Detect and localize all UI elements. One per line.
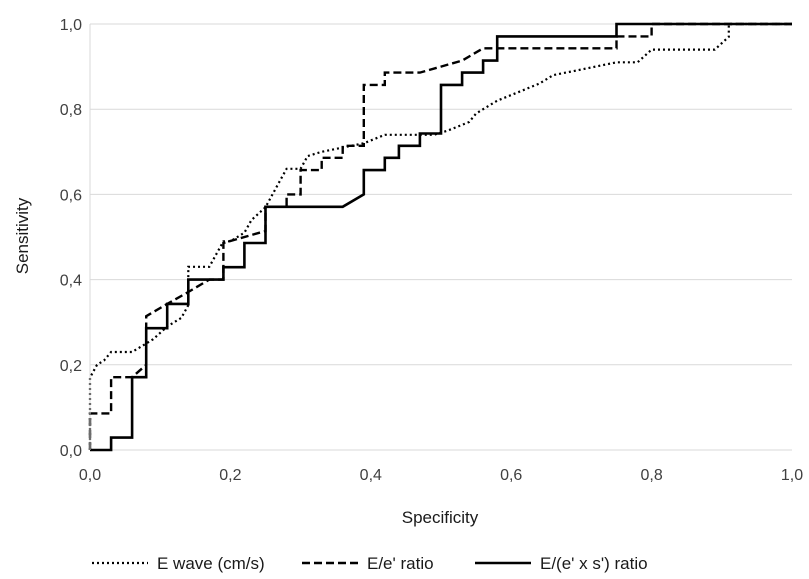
y-tick-label: 0,2 xyxy=(60,358,82,375)
x-tick-label: 0,8 xyxy=(640,467,662,484)
series-line-solid xyxy=(90,22,792,452)
y-axis-title: Sensitivity xyxy=(13,197,32,274)
legend-label: E/(e' x s') ratio xyxy=(540,554,648,573)
legend-label: E/e' ratio xyxy=(367,554,434,573)
x-tick-label: 0,4 xyxy=(360,467,382,484)
series-line-dashed xyxy=(88,22,792,450)
x-tick-label: 0,2 xyxy=(219,467,241,484)
x-tick-labels: 0,0 0,2 0,4 0,6 0,8 1,0 xyxy=(79,467,803,484)
series-group xyxy=(88,22,792,452)
legend: E wave (cm/s) E/e' ratio E/(e' x s') ratio xyxy=(92,554,648,573)
y-tick-label: 0,0 xyxy=(60,443,82,460)
y-tick-label: 0,8 xyxy=(60,102,82,119)
x-tick-label: 1,0 xyxy=(781,467,803,484)
x-tick-label: 0,0 xyxy=(79,467,101,484)
x-axis-title: Specificity xyxy=(402,508,479,527)
y-tick-label: 1,0 xyxy=(60,17,82,34)
y-tick-label: 0,4 xyxy=(60,273,82,290)
legend-label: E wave (cm/s) xyxy=(157,554,265,573)
y-tick-label: 0,6 xyxy=(60,187,82,204)
x-tick-label: 0,6 xyxy=(500,467,522,484)
y-tick-labels: 0,0 0,2 0,4 0,6 0,8 1,0 xyxy=(60,17,82,460)
